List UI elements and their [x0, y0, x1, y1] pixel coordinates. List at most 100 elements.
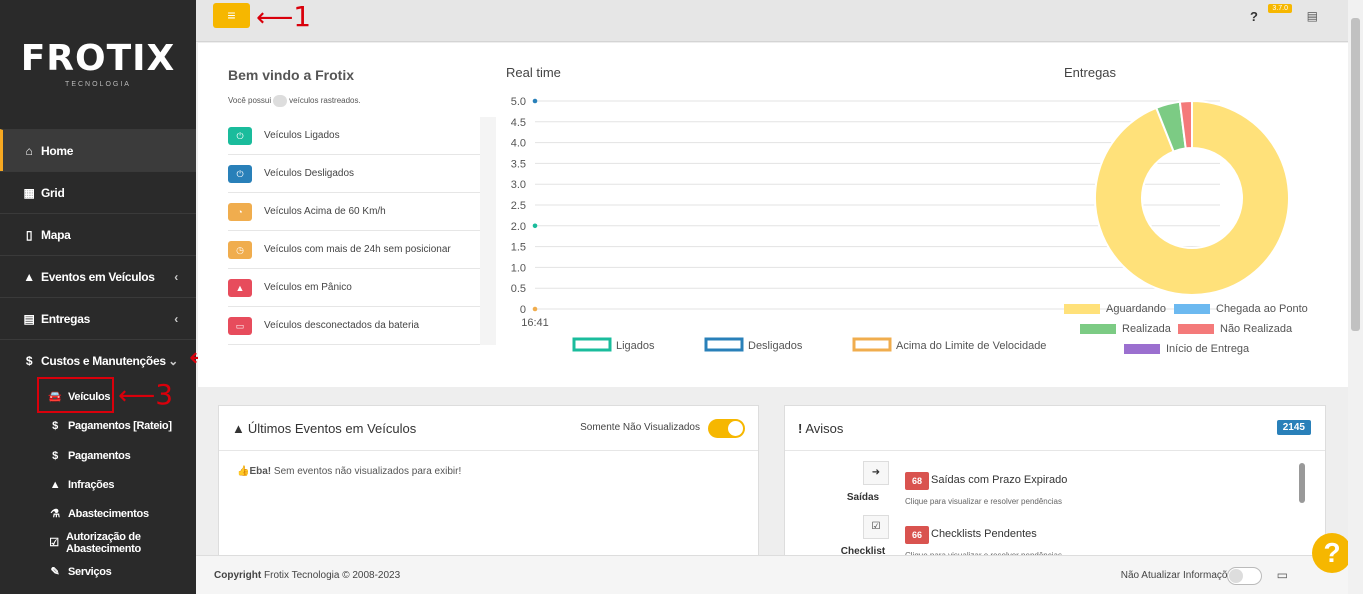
chevron-left-icon: ‹: [174, 311, 178, 326]
logo[interactable]: FROTIX TECNOLOGIA: [0, 0, 196, 128]
dollar-icon: $: [52, 449, 58, 462]
legend-label: Ligados: [616, 340, 655, 352]
empty-bold: Eba!: [249, 466, 272, 477]
status-icon: ▲: [228, 278, 252, 297]
sidebar-item-label: Mapa: [41, 227, 71, 242]
sidebar-subitem-label: Abastecimentos: [68, 507, 149, 520]
status-row[interactable]: ⏻ Veículos Ligados: [228, 117, 496, 155]
no-update-label: Não Atualizar Informações: [1120, 570, 1238, 581]
home-icon: ⌂: [25, 143, 33, 158]
sidebar-item-custos[interactable]: $ Custos e Manutenções ⌄: [0, 339, 196, 381]
status-row[interactable]: ◔ Veículos Acima de 60 Km/h: [228, 193, 496, 231]
page-scrollbar[interactable]: [1348, 0, 1363, 594]
data-point: [532, 306, 538, 312]
aviso-category: Saídas: [846, 492, 880, 503]
vehicle-count-pill: [273, 95, 288, 107]
aviso-count: 66: [905, 526, 929, 544]
wrench-icon: ✎: [50, 566, 60, 578]
status-icon: ◷: [228, 240, 252, 259]
sidebar-item-eventos[interactable]: ▲ Eventos em Veículos ‹: [0, 255, 196, 297]
sidebar-subitem-label: Pagamentos: [68, 449, 131, 462]
monitor-icon[interactable]: ▭: [1276, 568, 1288, 582]
legend-swatch: [572, 337, 612, 352]
sidebar-item-mapa[interactable]: ▯ Mapa: [0, 213, 196, 255]
status-label: Veículos com mais de 24h sem posicionar: [264, 244, 451, 255]
status-icon: ▭: [228, 316, 252, 335]
status-row[interactable]: ▭ Veículos desconectados da bateria: [228, 307, 496, 345]
dashboard-panel: Bem vindo a Frotix Você possui veículos r…: [198, 43, 1348, 387]
toggle-knob: [1229, 569, 1243, 583]
status-count-cell: [480, 117, 496, 155]
list-icon: ▤: [23, 311, 35, 326]
y-tick-label: 5.0: [511, 96, 526, 108]
status-icon: ⏻: [228, 164, 252, 183]
unseen-only-toggle[interactable]: [708, 419, 745, 438]
y-tick-label: 0.5: [511, 283, 526, 295]
sidebar-subitem-label: Serviços: [68, 565, 112, 578]
legend-label: Chegada ao Ponto: [1216, 303, 1308, 315]
legend-item[interactable]: Aguardando: [1064, 303, 1166, 315]
chevron-left-icon: ‹: [174, 269, 178, 284]
legend-label: Aguardando: [1106, 303, 1166, 315]
warning-icon: ▲: [49, 478, 61, 491]
sidebar-item-entregas[interactable]: ▤ Entregas ‹: [0, 297, 196, 339]
aviso-title[interactable]: Saídas com Prazo Expirado: [931, 474, 1068, 486]
status-row[interactable]: ▲ Veículos em Pânico: [228, 269, 496, 307]
aviso-desc: Clique para visualizar e resolver pendên…: [905, 497, 1062, 506]
exit-icon[interactable]: ➜: [863, 461, 889, 485]
sidebar-item-label: Entregas: [41, 311, 90, 326]
thumbs-up-icon: 👍: [237, 466, 250, 477]
legend-swatch: [704, 337, 744, 352]
legend-item[interactable]: Início de Entrega: [1124, 343, 1249, 355]
sidebar-subitem-pagamentos[interactable]: $ Pagamentos: [0, 441, 196, 470]
events-empty-message: 👍Eba! Sem eventos não visualizados para …: [237, 466, 461, 477]
sidebar-subitem-servicos[interactable]: ✎ Serviços: [0, 557, 196, 586]
y-tick-label: 2.5: [511, 200, 526, 212]
menu-toggle-button[interactable]: ≡: [213, 3, 250, 28]
aviso-title[interactable]: Checklists Pendentes: [931, 528, 1037, 540]
sidebar-item-label: Eventos em Veículos: [41, 269, 155, 284]
avisos-title: Avisos: [805, 420, 844, 436]
status-icon: ⏻: [228, 126, 252, 145]
status-row[interactable]: ◷ Veículos com mais de 24h sem posicionar: [228, 231, 496, 269]
sidebar-item-home[interactable]: ⌂ Home: [0, 129, 196, 171]
avisos-count-badge: 2145: [1276, 420, 1311, 435]
legend-item[interactable]: Realizada: [1080, 323, 1171, 335]
sidebar-subitem-abastecimentos[interactable]: ⚗ Abastecimentos: [0, 499, 196, 528]
toggle-label: Somente Não Visualizados: [580, 422, 700, 433]
help-fab-button[interactable]: ?: [1312, 533, 1352, 573]
calendar-check-icon: ☑: [49, 537, 59, 549]
y-tick-label: 1.0: [511, 262, 526, 274]
legend-label: Acima do Limite de Velocidade: [896, 340, 1046, 352]
y-tick-label: 4.0: [511, 138, 526, 150]
sidebar-subitem-infracoes[interactable]: ▲ Infrações: [0, 470, 196, 499]
footer: Copyright Frotix Tecnologia © 2008-2023 …: [196, 555, 1348, 594]
status-count-cell: [480, 193, 496, 231]
map-icon: ▯: [25, 227, 33, 242]
legend-item[interactable]: Não Realizada: [1178, 323, 1292, 335]
sidebar-subitem-autorizacao[interactable]: ☑ Autorização de Abastecimento: [0, 528, 196, 557]
sidebar-subitem-veiculos[interactable]: 🚘 Veículos: [0, 382, 196, 411]
copyright-text: Frotix Tecnologia © 2008-2023: [264, 570, 401, 581]
warning-icon: ▲: [232, 420, 245, 436]
status-label: Veículos desconectados da bateria: [264, 320, 420, 331]
legend-item[interactable]: Chegada ao Ponto: [1174, 303, 1308, 315]
events-card: ▲ Últimos Eventos em Veículos Somente Não…: [218, 405, 759, 565]
no-update-toggle[interactable]: [1227, 567, 1262, 585]
status-row[interactable]: ⏻ Veículos Desligados: [228, 155, 496, 193]
sidebar-item-grid[interactable]: ▦ Grid: [0, 171, 196, 213]
legend-swatch: [1124, 344, 1160, 354]
dollar-icon: $: [52, 419, 58, 432]
scrollbar-thumb[interactable]: [1351, 18, 1360, 331]
sidebar-subitem-label: Autorização de Abastecimento: [65, 530, 141, 555]
copyright-bold: Copyright: [214, 570, 262, 581]
avisos-scrollbar[interactable]: [1299, 463, 1305, 503]
donut-slice: [1178, 99, 1193, 150]
sidebar-subitem-pagamentos-rateio[interactable]: $ Pagamentos [Rateio]: [0, 411, 196, 440]
y-tick-label: 2.0: [511, 221, 526, 233]
checklist-icon[interactable]: ☑: [863, 515, 889, 539]
help-icon[interactable]: ?: [1250, 9, 1258, 24]
welcome-title: Bem vindo a Frotix: [228, 67, 355, 83]
welcome-subtitle: Você possui veículos rastreados.: [228, 95, 361, 107]
settings-grid-icon[interactable]: ▤: [1306, 9, 1318, 23]
